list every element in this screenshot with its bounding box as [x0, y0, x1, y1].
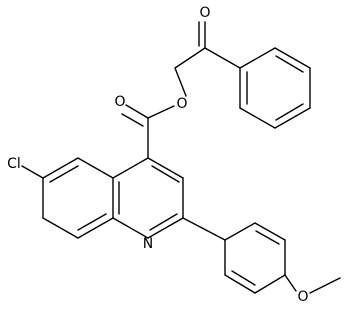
- bonds: [21, 21, 341, 294]
- atom-label: O: [297, 289, 308, 305]
- atom-label: N: [143, 236, 153, 252]
- atom-labels: O O O O Cl N: [7, 5, 308, 305]
- atom-label: O: [114, 94, 125, 110]
- atom-label: O: [199, 5, 210, 21]
- atom-label: Cl: [7, 156, 21, 172]
- atom-label: O: [176, 96, 187, 112]
